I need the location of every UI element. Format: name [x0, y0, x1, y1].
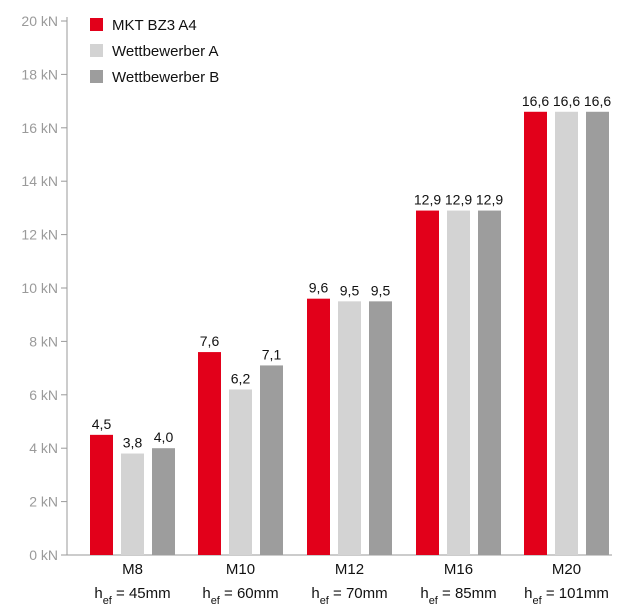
data-label: 16,6: [584, 93, 611, 109]
x-sublabel: hef = 60mm: [202, 585, 278, 606]
data-label: 7,6: [200, 333, 220, 349]
legend-swatch: [90, 70, 103, 83]
legend-label: MKT BZ3 A4: [112, 17, 197, 34]
bar: [307, 298, 330, 555]
sublabel-subscript: ef: [211, 595, 221, 606]
x-category-label: M16: [444, 561, 473, 578]
bar: [121, 453, 144, 555]
bar: [369, 301, 392, 555]
x-sublabel: hef = 101mm: [524, 585, 609, 606]
data-label: 7,1: [262, 346, 282, 362]
y-tick-label: 8 kN: [29, 333, 58, 349]
x-category-label: M20: [552, 561, 581, 578]
y-tick-label: 6 kN: [29, 387, 58, 403]
sublabel-subscript: ef: [320, 595, 330, 606]
bar: [229, 389, 252, 555]
bar: [90, 434, 113, 555]
y-tick-label: 16 kN: [21, 120, 58, 136]
sublabel-value: = 101mm: [542, 585, 609, 602]
y-axis: 0 kN 2 kN 4 kN 6 kN 8 kN 10 kN 12 kN 14 kN 16 kN…: [21, 13, 612, 563]
bar: [260, 365, 283, 555]
data-label: 16,6: [522, 93, 549, 109]
data-label: 16,6: [553, 93, 580, 109]
y-tick-label: 18 kN: [21, 66, 58, 82]
sublabel-symbol: h: [420, 585, 428, 602]
data-label: 12,9: [414, 192, 441, 208]
legend-label: Wettbewerber B: [112, 69, 219, 86]
sublabel-subscript: ef: [533, 595, 543, 606]
bar: [198, 352, 221, 555]
x-category-label: M8: [122, 561, 143, 578]
sublabel-symbol: h: [202, 585, 210, 602]
legend-swatch: [90, 18, 103, 31]
sublabel-value: = 70mm: [329, 585, 388, 602]
sublabel-symbol: h: [311, 585, 319, 602]
data-label: 9,5: [371, 282, 391, 298]
sublabel-value: = 85mm: [438, 585, 497, 602]
bar: [586, 111, 609, 555]
bar: [478, 210, 501, 555]
legend-label: Wettbewerber A: [112, 43, 218, 60]
data-label: 9,6: [309, 280, 329, 296]
data-label: 9,5: [340, 282, 360, 298]
bar: [524, 111, 547, 555]
bars: [90, 111, 609, 555]
y-tick-label: 12 kN: [21, 227, 58, 243]
sublabel-subscript: ef: [103, 595, 113, 606]
data-label: 12,9: [476, 192, 503, 208]
data-label: 3,8: [123, 435, 143, 451]
bar: [555, 111, 578, 555]
data-label: 6,2: [231, 370, 251, 386]
x-category-label: M12: [335, 561, 364, 578]
bar: [416, 210, 439, 555]
x-sublabel: hef = 70mm: [311, 585, 387, 606]
legend-swatch: [90, 44, 103, 57]
value-labels: 4,53,8 4,07,66,27,19,6 9,5 9,512,9 12,9 12,91…: [92, 93, 612, 451]
data-label: 4,5: [92, 416, 112, 432]
legend: MKT BZ3 A4 Wettbewerber A Wettbewerber B: [90, 17, 219, 86]
y-tick-label: 4 kN: [29, 440, 58, 456]
sublabel-value: = 60mm: [220, 585, 279, 602]
sublabel-symbol: h: [94, 585, 102, 602]
sublabel-symbol: h: [524, 585, 532, 602]
sublabel-value: = 45mm: [112, 585, 171, 602]
x-sublabel: hef = 45mm: [94, 585, 170, 606]
y-tick-label: 2 kN: [29, 494, 58, 510]
bar: [338, 301, 361, 555]
sublabel-subscript: ef: [429, 595, 439, 606]
bar: [152, 448, 175, 555]
bar: [447, 210, 470, 555]
y-tick-label: 0 kN: [29, 547, 58, 563]
x-category-label: M10: [226, 561, 255, 578]
y-tick-label: 20 kN: [21, 13, 58, 29]
y-tick-label: 14 kN: [21, 173, 58, 189]
x-sublabel: hef = 85mm: [420, 585, 496, 606]
data-label: 4,0: [154, 429, 174, 445]
data-label: 12,9: [445, 192, 472, 208]
y-tick-label: 10 kN: [21, 280, 58, 296]
